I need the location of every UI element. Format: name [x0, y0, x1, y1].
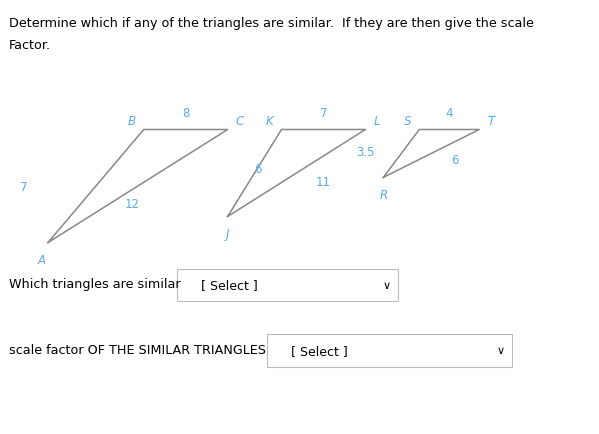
- Text: 11: 11: [316, 176, 331, 189]
- Text: C: C: [235, 115, 244, 128]
- Text: Which triangles are similar: Which triangles are similar: [9, 278, 181, 291]
- Text: T: T: [488, 115, 495, 128]
- Text: 3.5: 3.5: [356, 145, 374, 158]
- Text: scale factor OF THE SIMILAR TRIANGLES: scale factor OF THE SIMILAR TRIANGLES: [9, 343, 266, 356]
- Text: ∨: ∨: [496, 345, 504, 355]
- Text: 6: 6: [452, 154, 459, 167]
- FancyBboxPatch shape: [177, 269, 398, 302]
- Text: 6: 6: [254, 163, 261, 176]
- Text: B: B: [128, 115, 136, 128]
- Text: 7: 7: [20, 180, 28, 193]
- Text: J: J: [226, 228, 229, 241]
- Text: R: R: [379, 189, 388, 202]
- Text: 8: 8: [182, 106, 189, 119]
- Text: Factor.: Factor.: [9, 39, 51, 52]
- Text: S: S: [404, 115, 411, 128]
- FancyBboxPatch shape: [267, 334, 512, 367]
- Text: 7: 7: [320, 106, 327, 119]
- Text: 4: 4: [446, 106, 453, 119]
- Text: Determine which if any of the triangles are similar.  If they are then give the : Determine which if any of the triangles …: [9, 17, 534, 30]
- Text: L: L: [374, 115, 380, 128]
- Text: 12: 12: [124, 197, 140, 210]
- Text: ∨: ∨: [382, 280, 391, 290]
- Text: [ Select ]: [ Select ]: [291, 344, 347, 357]
- Text: K: K: [266, 115, 273, 128]
- Text: [ Select ]: [ Select ]: [201, 279, 258, 292]
- Text: A: A: [38, 254, 46, 267]
